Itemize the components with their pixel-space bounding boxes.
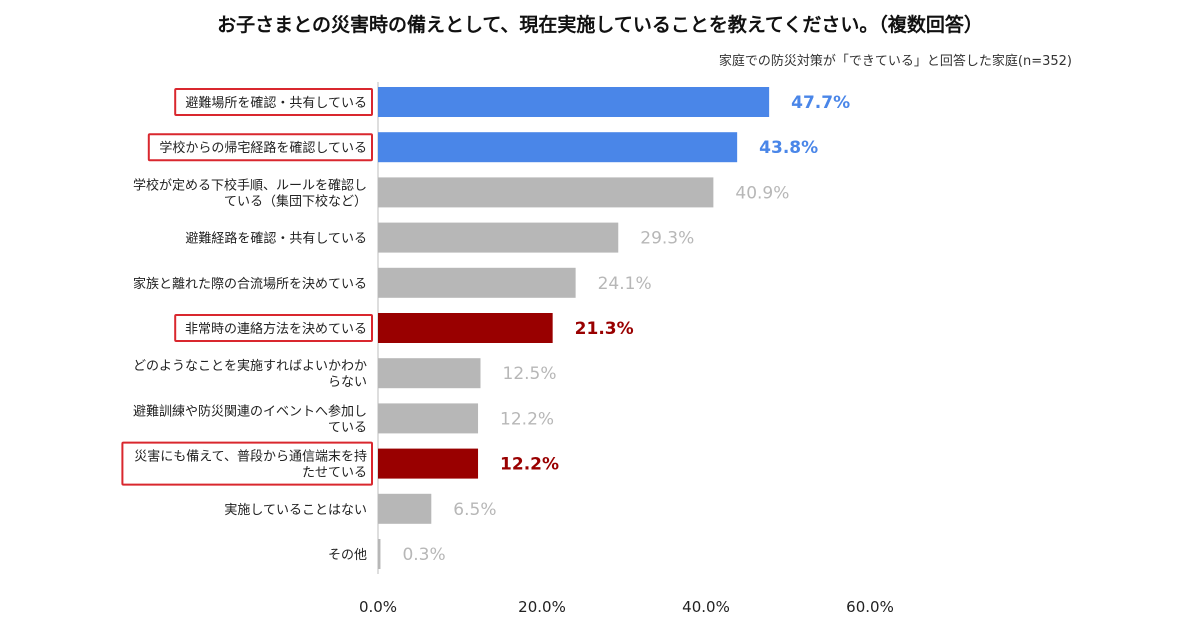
value-label: 24.1% <box>598 274 652 294</box>
chart-subtitle: 家庭での防災対策が「できている」と回答した家庭(n=352) <box>718 54 1072 69</box>
bar-row: 家族と離れた際の合流場所を決めている 24.1% <box>133 267 652 298</box>
value-label: 12.5% <box>503 364 557 384</box>
value-label: 6.5% <box>453 500 496 520</box>
category-label: どのようなことを実施すればよいかわからない <box>133 358 367 390</box>
category-label: 家族と離れた際の合流場所を決めている <box>133 276 367 292</box>
category-label: その他 <box>328 548 367 563</box>
bar-row: 避難場所を確認・共有している 47.7% <box>174 87 850 117</box>
x-tick-label: 40.0% <box>682 598 730 616</box>
value-label: 43.8% <box>759 138 818 158</box>
bar <box>378 87 770 117</box>
chart-title: お子さまとの災害時の備えとして、現在実施していることを教えてください。（複数回答… <box>217 14 983 36</box>
bar <box>378 403 479 434</box>
value-label: 12.2% <box>500 409 554 429</box>
category-label: 非常時の連絡方法を決めている <box>185 321 367 337</box>
value-label: 29.3% <box>640 229 694 249</box>
bar-row: 避難訓練や防災関連のイベントへ参加している 12.2% <box>133 403 554 435</box>
bar <box>378 539 381 569</box>
bar <box>378 313 553 343</box>
value-label: 40.9% <box>735 183 789 203</box>
bar <box>378 267 576 298</box>
bar-row: どのようなことを実施すればよいかわからない 12.5% <box>133 358 557 390</box>
category-label: 学校からの帰宅経路を確認している <box>159 140 367 156</box>
category-label: 避難経路を確認・共有している <box>185 231 367 247</box>
value-label: 47.7% <box>791 93 850 113</box>
bar-row: 学校が定める下校手順、ルールを確認している（集団下校など） 40.9% <box>133 177 789 209</box>
bar <box>378 222 619 253</box>
bar-row: その他 0.3% <box>328 539 446 569</box>
value-label: 21.3% <box>575 319 634 339</box>
bar <box>378 448 479 479</box>
category-label: 災害にも備えて、普段から通信端末を持たせている <box>134 449 367 481</box>
highlight-box <box>174 314 373 342</box>
bar <box>378 177 714 208</box>
highlight-box <box>147 133 373 162</box>
bar <box>378 132 738 163</box>
category-label: 実施していることはない <box>224 502 367 518</box>
value-label: 12.2% <box>500 455 559 475</box>
category-label: 避難場所を確認・共有している <box>185 95 367 111</box>
bar <box>378 493 432 524</box>
x-tick-label: 0.0% <box>359 598 397 616</box>
bar-row: 実施していることはない 6.5% <box>224 493 497 524</box>
bar-row: 学校からの帰宅経路を確認している 43.8% <box>147 132 818 163</box>
highlight-box <box>121 441 374 486</box>
bar <box>378 358 481 389</box>
value-label: 0.3% <box>402 545 445 565</box>
highlight-box <box>174 88 373 116</box>
bar-row: 非常時の連絡方法を決めている 21.3% <box>174 313 634 343</box>
x-tick-label: 60.0% <box>846 598 894 616</box>
category-label: 学校が定める下校手順、ルールを確認している（集団下校など） <box>133 177 367 209</box>
bar-row: 災害にも備えて、普段から通信端末を持たせている 12.2% <box>121 441 559 486</box>
bar-row: 避難経路を確認・共有している 29.3% <box>185 222 694 253</box>
x-tick-label: 20.0% <box>518 598 566 616</box>
category-label: 避難訓練や防災関連のイベントへ参加している <box>133 403 367 435</box>
